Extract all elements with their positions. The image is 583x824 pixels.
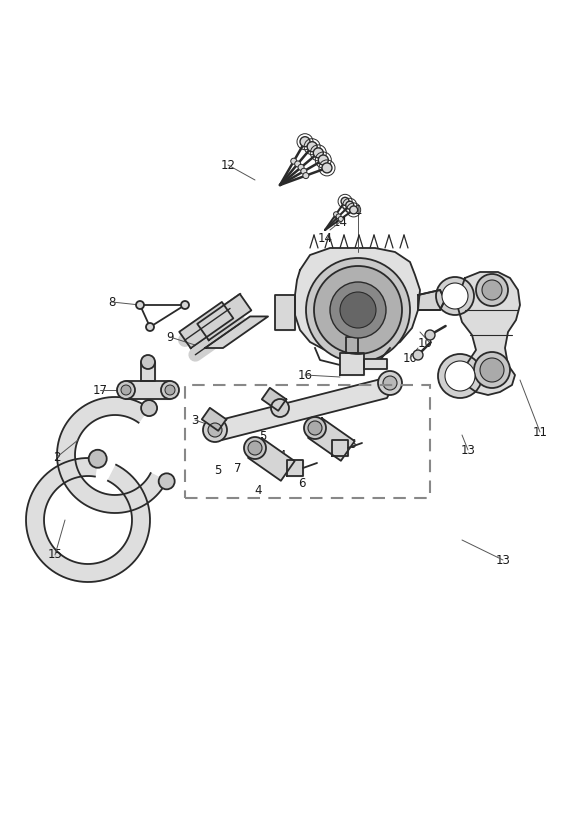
Circle shape <box>413 350 423 360</box>
Polygon shape <box>202 408 226 431</box>
Text: 10: 10 <box>403 352 417 364</box>
Text: 5: 5 <box>215 464 222 476</box>
Circle shape <box>141 355 155 369</box>
Text: 14: 14 <box>318 232 332 245</box>
Circle shape <box>378 371 402 395</box>
Circle shape <box>161 381 179 399</box>
Circle shape <box>308 421 322 435</box>
Polygon shape <box>364 359 387 369</box>
Polygon shape <box>308 418 354 461</box>
Circle shape <box>136 301 144 309</box>
Polygon shape <box>26 458 150 582</box>
Circle shape <box>304 417 326 439</box>
Circle shape <box>248 441 262 455</box>
Polygon shape <box>458 272 520 395</box>
Circle shape <box>480 358 504 382</box>
Circle shape <box>294 161 301 167</box>
Circle shape <box>291 158 297 164</box>
Circle shape <box>313 147 324 158</box>
Circle shape <box>146 323 154 331</box>
Polygon shape <box>185 293 240 340</box>
Text: 1: 1 <box>354 204 361 217</box>
Text: 2: 2 <box>53 451 61 464</box>
Circle shape <box>159 473 175 489</box>
Text: 3: 3 <box>191 414 199 427</box>
Polygon shape <box>418 290 445 310</box>
Circle shape <box>438 354 482 398</box>
Circle shape <box>442 283 468 309</box>
Polygon shape <box>197 294 251 340</box>
Text: 4: 4 <box>254 484 262 497</box>
Circle shape <box>436 277 474 315</box>
Circle shape <box>341 197 349 205</box>
Circle shape <box>333 212 339 217</box>
Polygon shape <box>332 440 348 456</box>
Circle shape <box>318 155 328 165</box>
Polygon shape <box>126 381 170 399</box>
Text: 13: 13 <box>496 554 511 567</box>
Circle shape <box>298 164 304 171</box>
Polygon shape <box>57 397 167 513</box>
Text: 11: 11 <box>532 425 547 438</box>
Bar <box>185 385 430 498</box>
Polygon shape <box>215 378 392 440</box>
Text: 4: 4 <box>278 448 286 461</box>
Circle shape <box>476 274 508 306</box>
Text: 12: 12 <box>220 158 236 171</box>
Text: 17: 17 <box>93 383 107 396</box>
Circle shape <box>306 258 410 362</box>
Text: 9: 9 <box>166 330 174 344</box>
Polygon shape <box>287 460 303 476</box>
Circle shape <box>301 168 307 174</box>
Circle shape <box>271 399 289 417</box>
Circle shape <box>117 381 135 399</box>
Circle shape <box>425 330 435 340</box>
Text: 8: 8 <box>108 296 115 308</box>
Text: 15: 15 <box>48 549 62 561</box>
Text: 14: 14 <box>332 216 347 228</box>
Circle shape <box>474 352 510 388</box>
Circle shape <box>244 437 266 459</box>
Polygon shape <box>141 362 155 381</box>
Circle shape <box>482 280 502 300</box>
Polygon shape <box>295 248 420 355</box>
Circle shape <box>314 266 402 354</box>
Circle shape <box>181 301 189 309</box>
Circle shape <box>303 172 309 179</box>
Circle shape <box>336 214 341 219</box>
Polygon shape <box>262 388 286 411</box>
Circle shape <box>307 142 317 152</box>
Circle shape <box>89 450 107 468</box>
Circle shape <box>346 201 354 209</box>
Circle shape <box>338 217 343 222</box>
Text: 5: 5 <box>259 429 266 442</box>
Circle shape <box>141 400 157 416</box>
Text: 16: 16 <box>297 368 312 382</box>
Circle shape <box>121 385 131 395</box>
Circle shape <box>350 206 357 214</box>
Circle shape <box>330 282 386 338</box>
Polygon shape <box>205 316 268 348</box>
Polygon shape <box>346 337 358 353</box>
Polygon shape <box>179 302 233 349</box>
Text: 13: 13 <box>461 443 476 456</box>
Circle shape <box>203 418 227 442</box>
Circle shape <box>340 292 376 328</box>
Polygon shape <box>275 295 295 330</box>
Text: 7: 7 <box>234 461 242 475</box>
Circle shape <box>445 361 475 391</box>
Text: 7: 7 <box>311 428 319 441</box>
Circle shape <box>165 385 175 395</box>
Text: 6: 6 <box>348 438 356 451</box>
Text: 10: 10 <box>417 336 433 349</box>
Text: 6: 6 <box>298 476 305 489</box>
Polygon shape <box>248 438 294 480</box>
Circle shape <box>208 423 222 437</box>
Circle shape <box>322 163 332 173</box>
Circle shape <box>300 137 310 147</box>
Polygon shape <box>340 353 364 375</box>
Circle shape <box>383 376 397 390</box>
